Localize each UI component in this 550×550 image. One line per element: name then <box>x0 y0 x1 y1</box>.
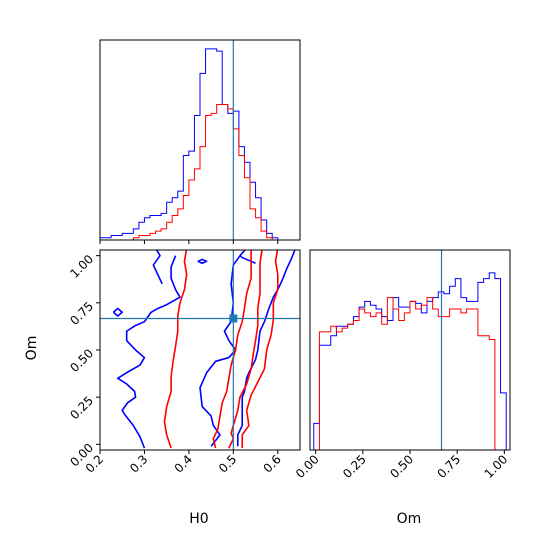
panel-om-histogram: 0.00 0.25 0.50 0.75 1.00 <box>293 249 511 481</box>
om-y-tick-label: 0.50 <box>67 346 96 375</box>
xlabel-om: Om <box>397 511 422 527</box>
panel-h0-om-contour: 0.2 0.3 0.4 0.5 0.60.000.250.500.751.00 <box>67 249 301 476</box>
om-histogram-series-1 <box>313 272 507 450</box>
contour-line-4 <box>199 250 247 447</box>
om-y-tick-label: 0.25 <box>67 393 96 422</box>
h0-x-tick-label: 0.3 <box>127 452 150 475</box>
h0-histogram-series-1 <box>100 48 279 240</box>
om-y-tick-label: 0.75 <box>67 299 96 328</box>
om-x-tick-label: 1.00 <box>482 452 511 481</box>
ylabel-om: Om <box>24 336 40 361</box>
panel-h0-histogram <box>99 39 301 244</box>
contour-line-2 <box>152 250 163 285</box>
om-y-tick-label: 1.00 <box>67 252 96 281</box>
contour-line-6 <box>197 258 208 265</box>
contour-line-8 <box>163 250 188 449</box>
contour-line-1 <box>116 255 181 449</box>
contour-line-7 <box>239 255 256 264</box>
truth-marker <box>229 314 238 323</box>
om-x-tick-label: 0.75 <box>435 452 464 481</box>
h0-x-tick-label: 0.6 <box>261 452 284 475</box>
h0-x-tick-label: 0.5 <box>216 452 239 475</box>
contour-line-3 <box>112 307 124 317</box>
om-x-tick-label: 0.00 <box>293 452 322 481</box>
h0-x-tick-label: 0.4 <box>172 452 195 475</box>
om-histogram-frame <box>309 249 511 451</box>
contour-line-10 <box>228 250 263 449</box>
om-x-tick-label: 0.50 <box>387 452 416 481</box>
h0-histogram-series-2 <box>100 103 278 240</box>
contour-line-11 <box>241 250 279 449</box>
xlabel-h0: H0 <box>189 511 208 527</box>
h0-histogram-frame <box>99 39 301 241</box>
om-x-tick-label: 0.25 <box>340 452 369 481</box>
om-histogram-series-2 <box>313 297 507 450</box>
contour-line-5 <box>236 250 296 447</box>
